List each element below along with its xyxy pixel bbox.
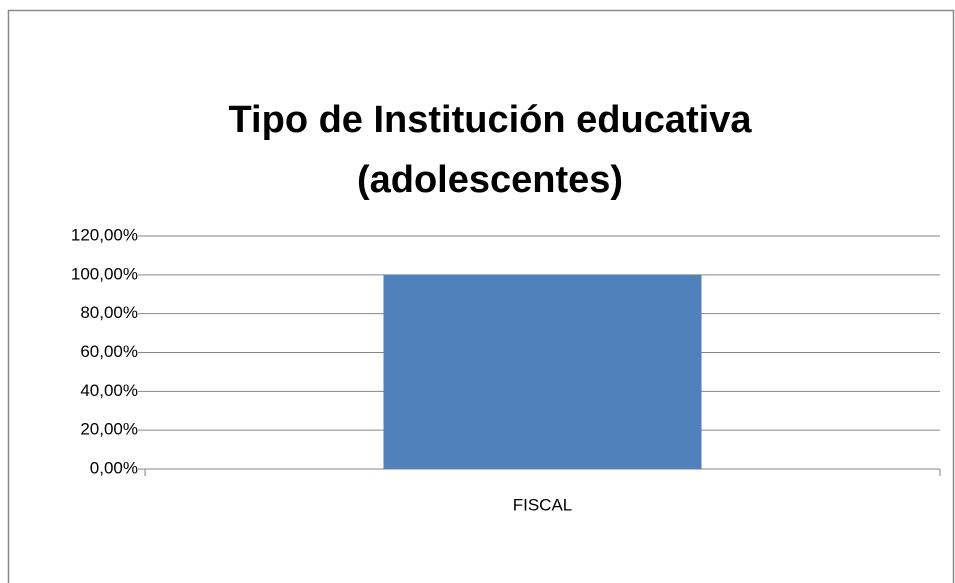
x-tick-label: FISCAL <box>513 495 573 514</box>
y-tick-label: 80,00% <box>80 303 138 322</box>
bar <box>383 274 702 469</box>
chart-title: (adolescentes) <box>357 159 623 201</box>
y-tick-label: 120,00% <box>71 225 138 244</box>
y-tick-label: 60,00% <box>80 342 138 361</box>
chart-title: Tipo de Institución educativa <box>229 99 753 141</box>
y-tick-label: 0,00% <box>90 458 138 477</box>
y-tick-label: 20,00% <box>80 420 138 439</box>
y-tick-label: 40,00% <box>80 381 138 400</box>
y-tick-label: 100,00% <box>71 264 138 283</box>
